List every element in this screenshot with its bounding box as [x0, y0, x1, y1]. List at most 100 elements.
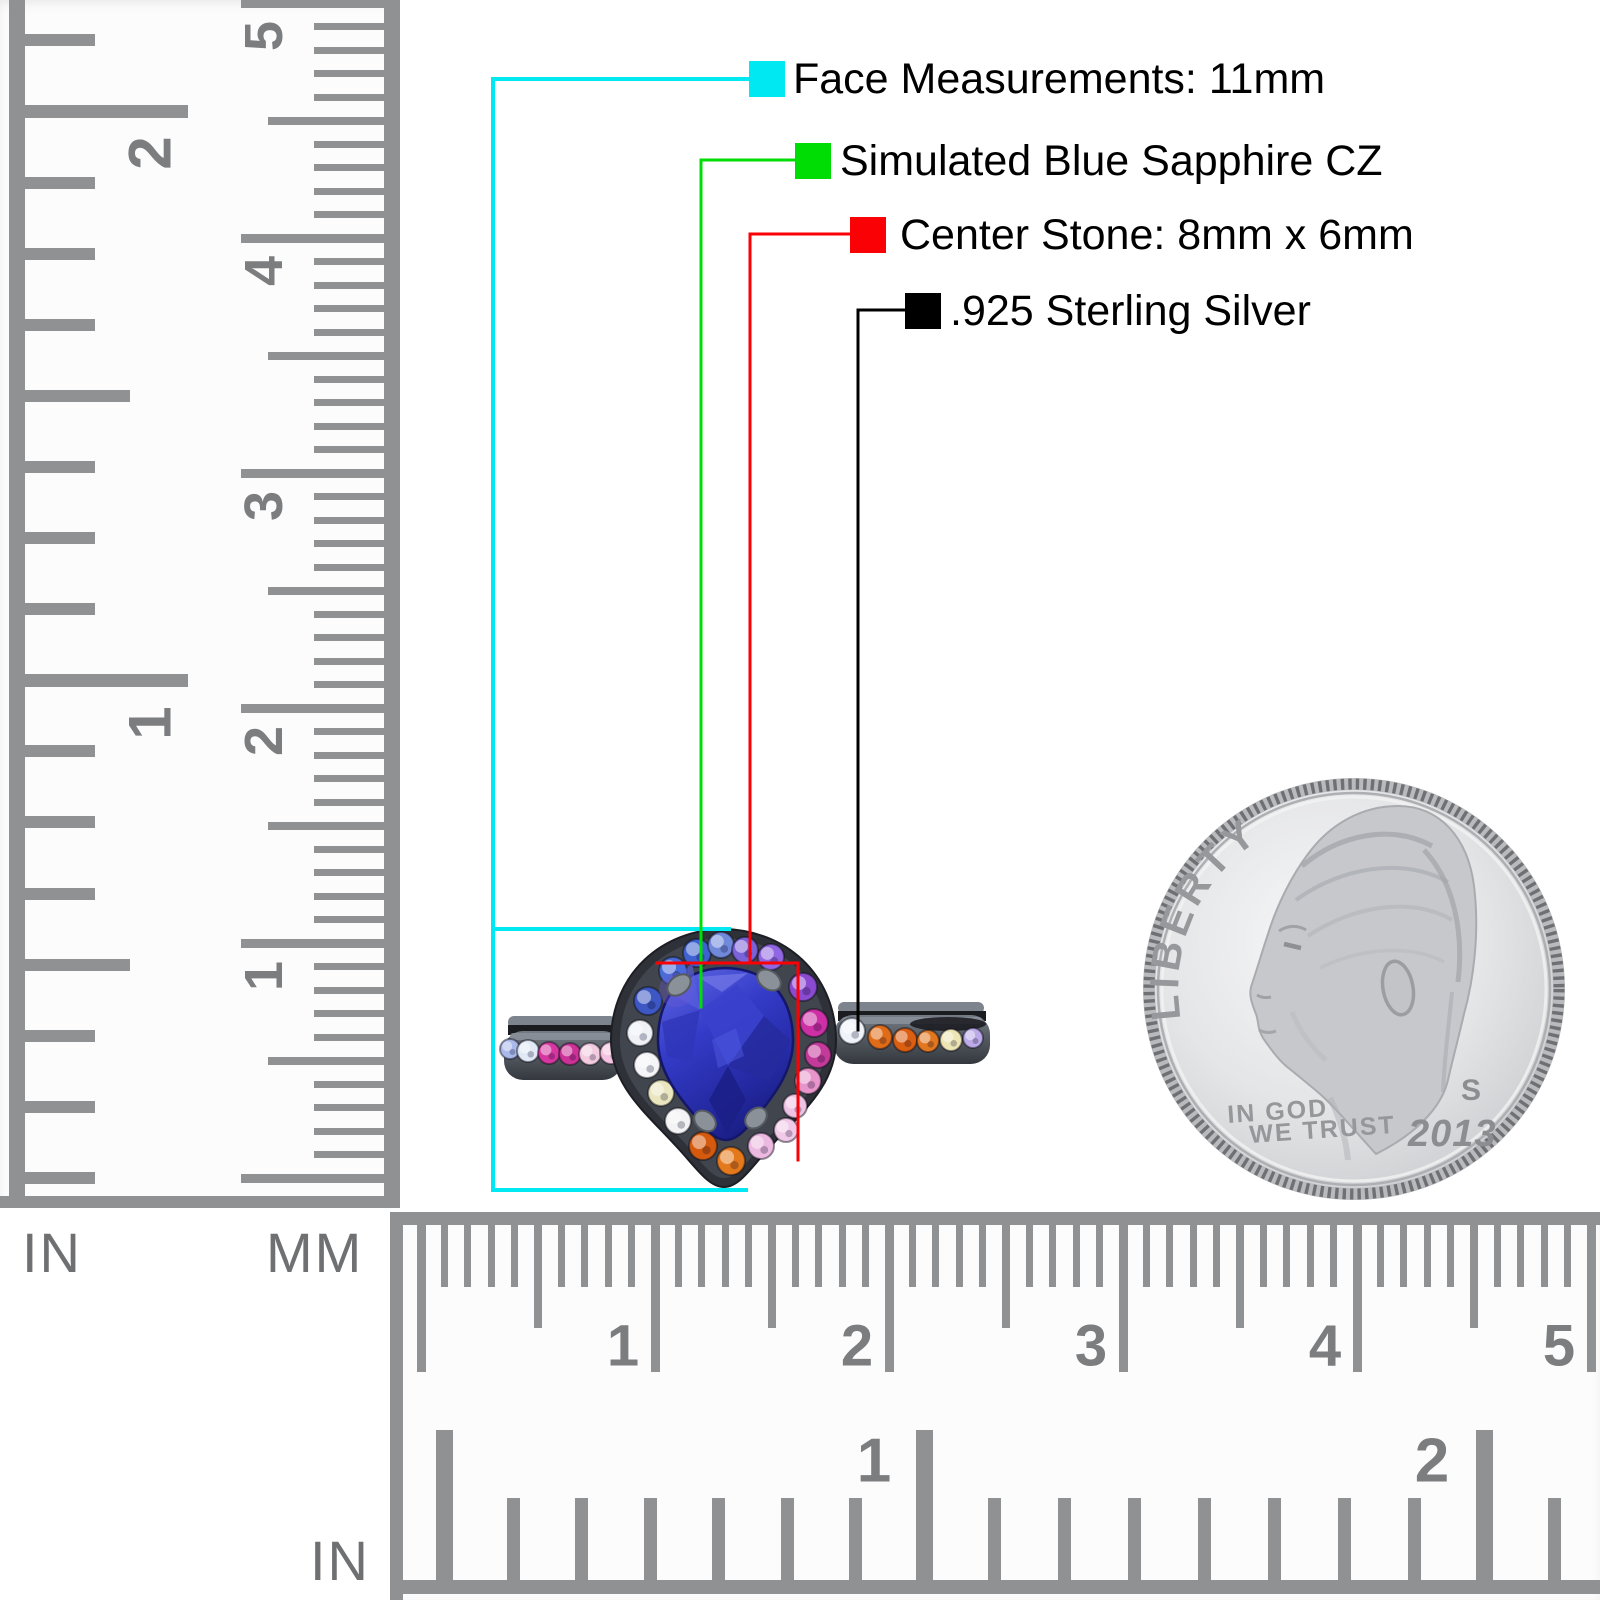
- coin-year: 2013: [1407, 1113, 1497, 1155]
- ruler-tick: [314, 281, 384, 289]
- ruler-tick: [314, 869, 384, 876]
- gemstone: [647, 1079, 675, 1107]
- ruler-tick: [314, 563, 384, 571]
- ring-prongs: [666, 968, 782, 1133]
- ruler-tick: [314, 516, 384, 524]
- ruler-tick: [557, 1225, 565, 1287]
- ruler-tick: [581, 1225, 589, 1287]
- gemstone: [664, 1107, 692, 1135]
- callout-row-face-measurement: Face Measurements: 11mm: [749, 58, 1325, 101]
- gemstone: [788, 972, 818, 1002]
- ruler-tick: [314, 986, 384, 994]
- ring-halo-stones: [626, 931, 832, 1176]
- ruler-tick: [268, 1056, 384, 1065]
- ruler-tick: [628, 1225, 636, 1287]
- ruler-tick: [1517, 1225, 1525, 1287]
- ruler-number: 1: [856, 1426, 892, 1496]
- ruler-tick: [25, 887, 95, 900]
- ruler-tick: [1476, 1430, 1493, 1580]
- vertical-ruler-unit-mm: MM: [266, 1221, 364, 1284]
- callout-row-stone-type: Simulated Blue Sapphire CZ: [795, 137, 1383, 185]
- ruler-tick: [604, 1225, 612, 1287]
- ruler-tick: [314, 657, 384, 665]
- gemstone: [782, 1093, 808, 1119]
- gemstone: [682, 938, 712, 968]
- vertical-ruler-inch-bar: [9, 0, 25, 1208]
- gemstone: [716, 1146, 746, 1176]
- ruler-tick: [314, 164, 384, 171]
- callout-label-stone-type: Simulated Blue Sapphire CZ: [840, 137, 1383, 185]
- ruler-tick: [1259, 1225, 1267, 1287]
- gemstone: [731, 936, 759, 964]
- gemstone: [633, 986, 663, 1016]
- ruler-tick: [314, 187, 384, 195]
- ruler-tick: [25, 247, 95, 260]
- callout-row-center-stone: Center Stone: 8mm x 6mm: [850, 211, 1414, 259]
- callout-label-metal: .925 Sterling Silver: [950, 287, 1311, 335]
- ruler-tick: [25, 318, 95, 331]
- ruler-tick: [768, 1225, 776, 1328]
- ruler-tick: [314, 798, 384, 806]
- ruler-tick: [487, 1225, 495, 1287]
- ruler-tick: [698, 1225, 706, 1287]
- ruler-tick: [838, 1225, 846, 1287]
- gemstone: [867, 1024, 893, 1050]
- ruler-tick: [506, 1498, 520, 1580]
- ruler-tick: [1189, 1225, 1197, 1287]
- ruler-tick: [1128, 1498, 1141, 1580]
- gemstone: [794, 1067, 822, 1095]
- ruler-tick: [416, 1225, 426, 1372]
- ruler-tick: [268, 821, 384, 830]
- ruler-tick: [268, 586, 384, 595]
- gemstone: [516, 1039, 540, 1063]
- ruler-tick: [1002, 1225, 1010, 1328]
- ruler-tick: [314, 211, 384, 218]
- ruler-tick: [1548, 1498, 1561, 1580]
- ruler-tick: [534, 1225, 542, 1328]
- ruler-tick: [908, 1225, 916, 1287]
- ruler-tick: [314, 892, 384, 900]
- ruler-number: 5: [1542, 1313, 1576, 1379]
- ruler-tick: [314, 916, 384, 923]
- ruler-tick: [314, 258, 384, 265]
- ruler-tick: [1268, 1498, 1281, 1580]
- ruler-tick: [314, 845, 384, 853]
- coin-portrait: [1249, 804, 1478, 1161]
- ruler-tick: [314, 1010, 384, 1017]
- ruler-tick: [314, 1104, 384, 1111]
- ruler-tick: [314, 1151, 384, 1158]
- ruler-tick: [314, 446, 384, 453]
- callout-swatch-face-measurement: [749, 61, 785, 97]
- ruler-number: 3: [1074, 1313, 1108, 1379]
- ring-center-stone: [656, 962, 795, 1142]
- ruler-tick: [1213, 1225, 1221, 1287]
- callout-line-metal: [856, 308, 907, 1032]
- ruler-tick: [314, 375, 384, 383]
- ruler-tick: [1306, 1225, 1314, 1287]
- ruler-tick: [268, 351, 384, 360]
- callout-label-center-stone: Center Stone: 8mm x 6mm: [900, 211, 1414, 259]
- gemstone: [688, 1131, 718, 1161]
- ruler-tick: [25, 104, 188, 118]
- gemstone: [499, 1038, 521, 1060]
- ruler-tick: [1166, 1225, 1174, 1287]
- ruler-tick: [268, 116, 384, 125]
- ruler-tick: [1447, 1225, 1455, 1287]
- ruler-tick: [712, 1498, 725, 1580]
- ruler-tick: [1236, 1225, 1244, 1328]
- ruler-tick: [955, 1225, 963, 1287]
- ruler-tick: [1564, 1225, 1572, 1287]
- gemstone: [838, 1017, 866, 1045]
- ruler-tick: [25, 532, 95, 544]
- ruler-tick: [1470, 1225, 1478, 1328]
- callout-swatch-stone-type: [795, 143, 831, 179]
- ruler-tick: [314, 751, 384, 759]
- ruler-tick: [25, 816, 95, 829]
- ring-photo: [499, 927, 990, 1189]
- ruler-tick: [575, 1498, 588, 1580]
- ruler-tick: [884, 1225, 894, 1372]
- callout-line-face-measurement: [491, 77, 751, 1192]
- ruler-tick: [815, 1225, 823, 1287]
